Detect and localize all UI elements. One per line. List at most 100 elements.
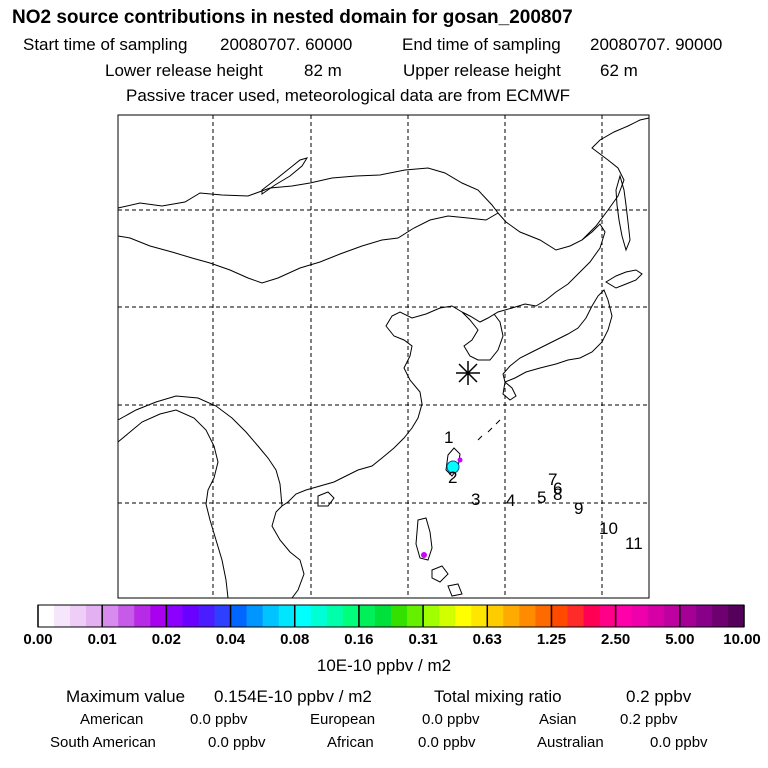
- hotspot-cyan: [446, 460, 460, 474]
- colorbar-tick-label: 0.08: [280, 631, 310, 648]
- colorbar-swatch: [503, 605, 520, 627]
- colorbar-swatch: [631, 605, 649, 627]
- colorbar-tick-label: 0.02: [151, 631, 181, 648]
- plot-title: NO2 source contributions in nested domai…: [12, 7, 573, 28]
- coast-korea: [461, 303, 537, 361]
- coastlines: [117, 117, 650, 599]
- colorbar-swatch: [727, 605, 745, 627]
- colorbar-swatch: [647, 605, 665, 627]
- region-value-asian: 0.2 ppbv: [620, 711, 678, 728]
- trajectory-point-11: 11: [625, 534, 643, 553]
- colorbar-tick-label: 5.00: [665, 631, 695, 648]
- island-hainan: [317, 491, 335, 507]
- colorbar-tick-label: 0.31: [408, 631, 438, 648]
- colorbar-tick-label: 0.16: [344, 631, 374, 648]
- colorbar-swatch: [423, 605, 440, 627]
- trajectory-point-2: 2: [448, 468, 457, 487]
- colorbar-swatch: [230, 605, 248, 627]
- start-time-label: Start time of sampling: [23, 35, 188, 54]
- tracer-note: Passive tracer used, meteorological data…: [126, 86, 571, 105]
- colorbar-swatch: [134, 605, 151, 627]
- colorbar: [37, 604, 745, 628]
- coast-far-east: [581, 117, 650, 241]
- star-marker: [456, 361, 480, 385]
- colorbar-swatch: [262, 605, 280, 627]
- colorbar-swatch: [615, 605, 633, 627]
- colorbar-swatch: [246, 605, 264, 627]
- colorbar-swatch: [439, 605, 456, 627]
- end-time-value: 20080707. 90000: [590, 35, 723, 54]
- grid-lines: [118, 115, 649, 598]
- region-value-african: 0.0 ppbv: [418, 734, 476, 751]
- colorbar-swatch: [310, 605, 328, 627]
- colorbar-swatch: [294, 605, 312, 627]
- region-value-australian: 0.0 ppbv: [650, 734, 708, 751]
- colorbar-swatch: [711, 605, 729, 627]
- region-value-american: 0.0 ppbv: [190, 711, 248, 728]
- colorbar-swatch: [38, 605, 55, 627]
- colorbar-swatch: [391, 605, 408, 627]
- colorbar-units: 10E-10 ppbv / m2: [316, 656, 452, 675]
- colorbar-swatch: [166, 605, 183, 627]
- colorbar-tick-label: 0.63: [472, 631, 502, 648]
- start-time-value: 20080707. 60000: [220, 35, 353, 54]
- colorbar-swatch: [471, 605, 488, 627]
- trajectory-labels: 1 2 3 4 5 6 7 8 9 10 11: [444, 428, 643, 553]
- colorbar-tick-label: 2.50: [601, 631, 631, 648]
- island-hokkaido: [605, 269, 643, 289]
- colorbar-swatch: [358, 605, 376, 627]
- colorbar-swatch: [663, 605, 681, 627]
- border-himalaya: [117, 395, 283, 507]
- coast-china: [281, 305, 463, 507]
- colorbar-swatch: [455, 605, 472, 627]
- trajectory-point-8: 8: [553, 485, 562, 504]
- colorbar-swatch: [551, 605, 568, 627]
- border-mongolia: [117, 167, 499, 284]
- lower-release-label: Lower release height: [105, 61, 263, 80]
- total-mixing-label: Total mixing ratio: [434, 687, 562, 706]
- region-name-african: African: [327, 734, 374, 751]
- colorbar-swatch: [519, 605, 536, 627]
- region-name-american: American: [80, 711, 144, 728]
- colorbar-swatch: [54, 605, 71, 627]
- region-name-european: European: [310, 711, 376, 728]
- coast-india: [117, 409, 229, 599]
- island-sakhalin: [615, 174, 631, 252]
- colorbar-swatch: [487, 605, 504, 627]
- colorbar-swatch: [182, 605, 199, 627]
- total-mixing-value: 0.2 ppbv: [626, 687, 692, 706]
- hotspot-magenta: [457, 457, 463, 463]
- trajectory-point-6: 6: [553, 479, 562, 498]
- colorbar-swatch: [374, 605, 392, 627]
- colorbar-swatch: [567, 605, 585, 627]
- coast-indochina: [271, 505, 305, 599]
- hotspot-magenta: [421, 552, 427, 558]
- colorbar-swatch: [70, 605, 87, 627]
- trajectory-point-10: 10: [599, 519, 618, 538]
- colorbar-tick-label: 0.00: [23, 631, 53, 648]
- upper-release-value: 62 m: [600, 61, 638, 80]
- colorbar-swatch: [695, 605, 713, 627]
- colorbar-tick-label: 10.00: [723, 631, 761, 648]
- trajectory-point-3: 3: [471, 490, 480, 509]
- colorbar-swatch: [86, 605, 103, 627]
- colorbar-swatch: [118, 605, 135, 627]
- colorbar-tick-label: 0.04: [215, 631, 246, 648]
- lake-baikal: [261, 157, 309, 195]
- colorbar-tick-label: 1.25: [536, 631, 567, 648]
- end-time-label: End time of sampling: [402, 35, 561, 54]
- colorbar-swatch: [407, 605, 424, 627]
- source-hotspots: [421, 457, 463, 558]
- trajectory-point-9: 9: [574, 499, 583, 518]
- lower-release-value: 82 m: [304, 61, 342, 80]
- region-name-australian: Australian: [537, 734, 604, 751]
- colorbar-swatch: [342, 605, 360, 627]
- trajectory-point-7: 7: [548, 470, 557, 489]
- trajectory-point-1: 1: [444, 428, 453, 447]
- region-name-asian: Asian: [539, 711, 577, 728]
- colorbar-swatch: [326, 605, 344, 627]
- region-value-south-american: 0.0 ppbv: [208, 734, 266, 751]
- region-name-south-american: South American: [50, 734, 156, 751]
- island-kyushu: [502, 381, 517, 401]
- upper-release-label: Upper release height: [403, 61, 561, 80]
